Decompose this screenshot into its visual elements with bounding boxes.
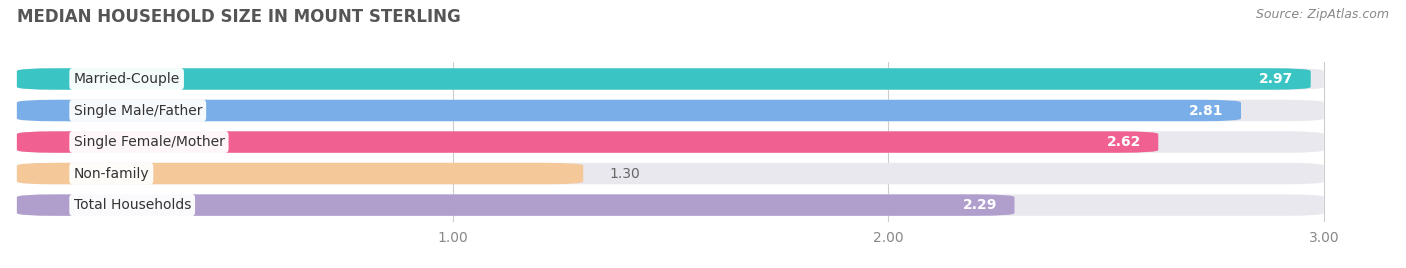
Text: Source: ZipAtlas.com: Source: ZipAtlas.com bbox=[1256, 8, 1389, 21]
Text: Total Households: Total Households bbox=[73, 198, 191, 212]
FancyBboxPatch shape bbox=[17, 131, 1324, 153]
FancyBboxPatch shape bbox=[17, 163, 1324, 184]
FancyBboxPatch shape bbox=[17, 163, 583, 184]
Text: 2.97: 2.97 bbox=[1258, 72, 1294, 86]
Text: 2.29: 2.29 bbox=[963, 198, 997, 212]
FancyBboxPatch shape bbox=[17, 131, 1159, 153]
FancyBboxPatch shape bbox=[17, 194, 1015, 216]
FancyBboxPatch shape bbox=[17, 68, 1324, 90]
Text: Non-family: Non-family bbox=[73, 167, 149, 181]
Text: Married-Couple: Married-Couple bbox=[73, 72, 180, 86]
Text: 2.62: 2.62 bbox=[1107, 135, 1140, 149]
Text: Single Female/Mother: Single Female/Mother bbox=[73, 135, 225, 149]
Text: MEDIAN HOUSEHOLD SIZE IN MOUNT STERLING: MEDIAN HOUSEHOLD SIZE IN MOUNT STERLING bbox=[17, 8, 461, 26]
Text: Single Male/Father: Single Male/Father bbox=[73, 103, 202, 117]
Text: 1.30: 1.30 bbox=[609, 167, 640, 181]
FancyBboxPatch shape bbox=[17, 100, 1324, 121]
FancyBboxPatch shape bbox=[17, 100, 1241, 121]
Text: 2.81: 2.81 bbox=[1189, 103, 1223, 117]
FancyBboxPatch shape bbox=[17, 68, 1310, 90]
FancyBboxPatch shape bbox=[17, 194, 1324, 216]
